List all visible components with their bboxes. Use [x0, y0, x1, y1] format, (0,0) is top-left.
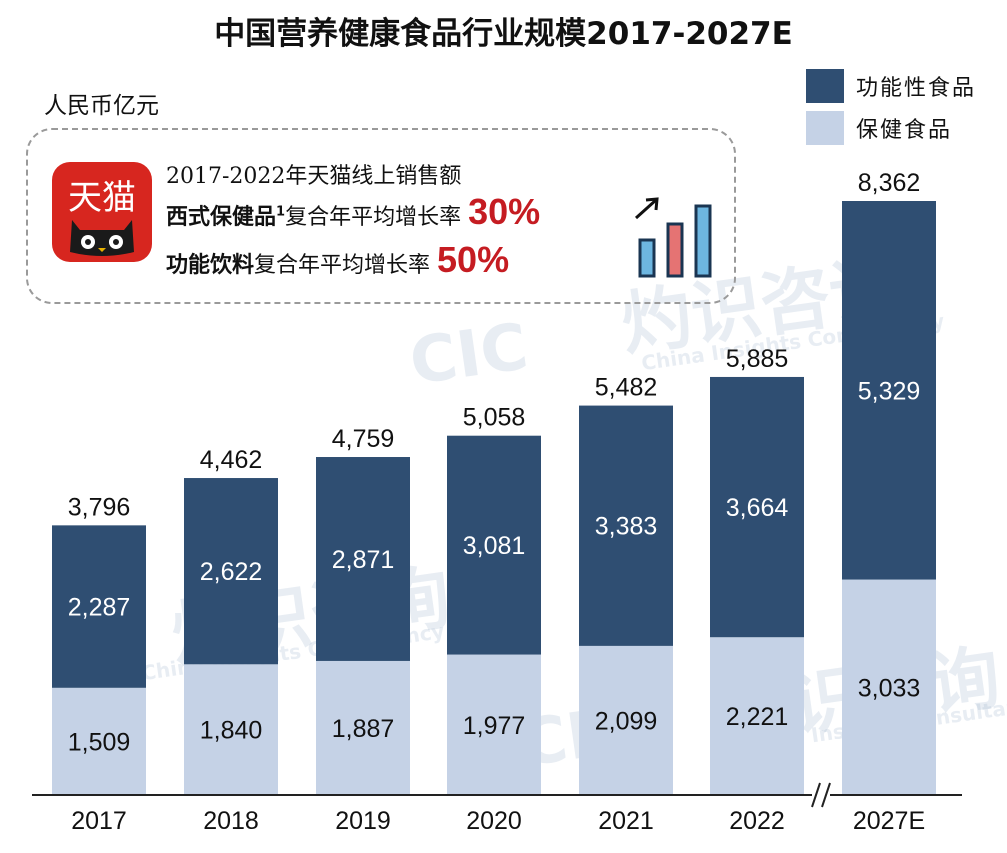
- label-health-2027E: 3,033: [858, 674, 921, 702]
- callout-line-1: 2017-2022年天猫线上销售额: [166, 164, 462, 189]
- bar-functional-2020: [447, 435, 541, 655]
- bar-functional-2027E: [842, 201, 936, 580]
- label-health-2018: 1,840: [200, 717, 263, 745]
- bar-functional-2022: [710, 376, 804, 638]
- label-total-2020: 5,058: [463, 404, 526, 432]
- tmall-cat-icon: [70, 220, 134, 256]
- bar-functional-2021: [579, 405, 673, 646]
- label-functional-2020: 3,081: [463, 532, 526, 560]
- callout-line-2: 西式保健品1复合年平均增长率 30%: [166, 191, 540, 233]
- axis-break-mark-2: [821, 782, 831, 808]
- tmall-logo: 天猫: [52, 162, 152, 262]
- label-health-2017: 1,509: [68, 728, 131, 756]
- growth-chart-icon: [634, 197, 712, 278]
- label-total-2017: 3,796: [68, 493, 131, 521]
- label-functional-2027E: 5,329: [858, 377, 921, 405]
- footnote-marker: 1: [276, 204, 286, 220]
- label-functional-2022: 3,664: [726, 494, 789, 522]
- label-total-2019: 4,759: [332, 425, 395, 453]
- bar-functional-2019: [316, 457, 410, 661]
- bar-health-2020: [447, 654, 541, 795]
- label-functional-2019: 2,871: [332, 546, 395, 574]
- legend-swatch-health: [806, 111, 844, 145]
- rate-functional-drinks: 50%: [437, 239, 510, 280]
- label-total-2021: 5,482: [595, 374, 658, 402]
- legend-label-functional: 功能性食品: [856, 76, 977, 101]
- x-tick-2017: 2017: [71, 807, 127, 835]
- x-tick-2027E: 2027E: [853, 807, 925, 835]
- bar-health-2021: [579, 645, 673, 795]
- x-tick-2018: 2018: [203, 807, 259, 835]
- label-functional-2021: 3,383: [595, 513, 658, 541]
- tmall-logo-text: 天猫: [68, 178, 136, 218]
- legend-item-functional: 功能性食品: [806, 66, 976, 106]
- label-total-2022: 5,885: [726, 345, 789, 373]
- callout-line-2-bold: 西式保健品: [166, 204, 277, 230]
- axis-break-mark-1: [811, 782, 821, 808]
- x-tick-2022: 2022: [729, 807, 785, 835]
- callout-line-3-text: 复合年平均增长率: [254, 253, 431, 278]
- callout-line-3: 功能饮料复合年平均增长率 50%: [166, 239, 509, 281]
- bar-functional-2017: [52, 525, 146, 688]
- chart-title: 中国营养健康食品行业规模2017-2027E: [214, 16, 793, 52]
- bar-health-2022: [710, 637, 804, 795]
- label-functional-2018: 2,622: [200, 558, 263, 586]
- legend-swatch-functional: [806, 69, 844, 103]
- callout-line-3-bold: 功能饮料: [166, 252, 255, 278]
- legend-label-health: 保健食品: [856, 118, 953, 143]
- bar-functional-2018: [184, 478, 278, 665]
- label-total-2018: 4,462: [200, 446, 263, 474]
- x-tick-2021: 2021: [598, 807, 654, 835]
- label-total-2027E: 8,362: [858, 169, 921, 197]
- x-tick-2020: 2020: [466, 807, 522, 835]
- label-functional-2017: 2,287: [68, 594, 131, 622]
- label-health-2022: 2,221: [726, 703, 789, 731]
- tmall-callout-box: [26, 128, 736, 304]
- bar-health-2017: [52, 687, 146, 795]
- bar-health-2018: [184, 664, 278, 795]
- legend: 功能性食品 保健食品: [806, 66, 976, 150]
- label-health-2019: 1,887: [332, 715, 395, 743]
- legend-item-health: 保健食品: [806, 108, 976, 148]
- axis-break-gap: [812, 781, 830, 809]
- bar-health-2027E: [842, 579, 936, 795]
- label-health-2021: 2,099: [595, 707, 658, 735]
- rate-western-health: 30%: [468, 191, 541, 232]
- x-tick-2019: 2019: [335, 807, 391, 835]
- callout-line-2-text: 复合年平均增长率: [285, 205, 462, 230]
- unit-label: 人民币亿元: [44, 93, 159, 119]
- label-health-2020: 1,977: [463, 712, 526, 740]
- bar-health-2019: [316, 660, 410, 795]
